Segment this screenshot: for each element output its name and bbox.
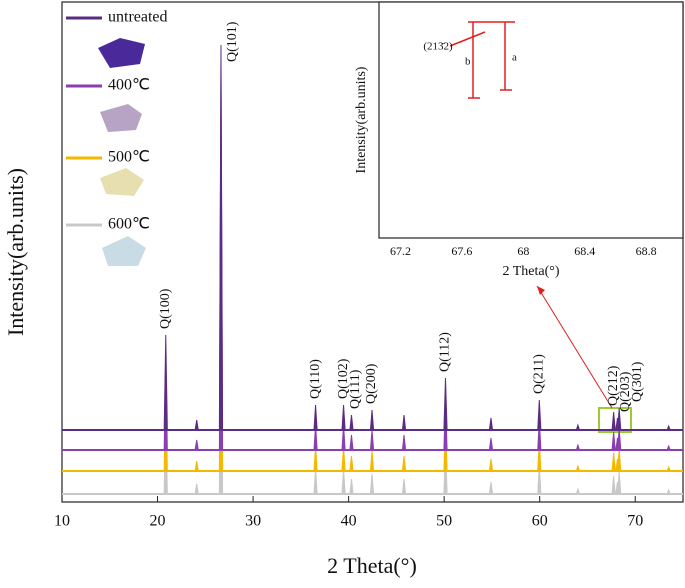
inset-x-title: 2 Theta(°) <box>502 264 559 279</box>
legend-label: 400℃ <box>108 77 150 94</box>
peak <box>537 440 542 472</box>
peak <box>313 445 318 472</box>
peak <box>611 431 616 451</box>
peak <box>369 429 375 451</box>
peak <box>575 487 581 495</box>
peak-label: Q(102) <box>336 358 351 399</box>
arrow-head <box>537 286 545 295</box>
inset-x-tick-label: 67.6 <box>451 244 472 258</box>
peak <box>163 334 168 431</box>
peak <box>194 419 199 431</box>
peak <box>341 445 346 472</box>
inset-x-tick-label: 68.8 <box>636 244 657 258</box>
peak <box>537 419 542 451</box>
sample-image <box>100 168 144 196</box>
peak <box>488 458 494 472</box>
peak <box>666 444 672 451</box>
peak <box>575 423 581 431</box>
peak <box>341 424 346 451</box>
peak <box>401 478 407 495</box>
peak <box>611 411 616 431</box>
peak <box>341 468 346 495</box>
legend-images <box>98 38 146 266</box>
peak <box>313 404 318 431</box>
inset-x-tick-label: 68.4 <box>574 244 595 258</box>
peak <box>617 407 622 431</box>
peak <box>611 452 616 472</box>
bracket-line <box>449 31 486 47</box>
peak <box>617 448 622 472</box>
peak <box>369 473 375 495</box>
x-axis-title: 2 Theta(°) <box>327 553 417 578</box>
x-tick-label: 60 <box>532 513 548 530</box>
peak <box>349 478 354 495</box>
peak <box>666 424 672 431</box>
peak <box>369 450 375 472</box>
zoom-arrow <box>536 285 613 409</box>
peak <box>194 460 199 472</box>
plot-frame <box>61 1 684 503</box>
inset-x-tick-label: 67.2 <box>390 244 411 258</box>
peak-label: Q(200) <box>364 363 379 404</box>
peak <box>313 424 318 451</box>
peak <box>349 455 354 472</box>
peak-label: Q(212) <box>606 365 621 406</box>
peak <box>349 434 354 451</box>
peak-label: Q(101) <box>225 21 240 62</box>
x-tick-label: 40 <box>341 513 357 530</box>
peak-label: Q(211) <box>532 354 547 394</box>
peak <box>488 437 494 451</box>
peak <box>443 377 448 431</box>
peak-label: Q(111) <box>348 369 363 409</box>
sample-image <box>102 236 146 266</box>
peak <box>218 44 224 431</box>
peak <box>401 455 407 472</box>
zoom-box <box>598 407 632 433</box>
inset-y-title: Intensity(arb.units) <box>354 66 369 173</box>
peak <box>341 404 346 431</box>
peak <box>617 471 622 495</box>
peak <box>617 427 622 451</box>
inset-annotation: (213̄2) <box>423 41 453 53</box>
peak <box>575 464 581 472</box>
peak <box>537 463 542 495</box>
peak <box>666 465 672 472</box>
legend-label: untreated <box>108 9 168 26</box>
peak <box>401 434 407 451</box>
peak <box>537 399 542 431</box>
sample-image <box>98 38 145 68</box>
peak <box>488 417 494 431</box>
x-tick-label: 50 <box>436 513 452 530</box>
inset-bracket <box>449 21 515 99</box>
peak <box>611 475 616 495</box>
inset-annotation: a <box>512 52 517 64</box>
x-tick-label: 30 <box>245 513 261 530</box>
peak <box>349 414 354 431</box>
peak-label: Q(203) <box>618 371 633 412</box>
sample-image <box>100 104 142 132</box>
x-tick-label: 20 <box>150 513 166 530</box>
legend-label: 500℃ <box>108 149 150 166</box>
x-tick-label: 70 <box>627 513 643 530</box>
peak <box>194 483 199 495</box>
peak <box>369 409 375 431</box>
peak <box>401 414 407 431</box>
inset-frame <box>378 1 684 239</box>
peak <box>666 488 672 495</box>
inset-x-tick-label: 68 <box>517 244 529 258</box>
peak-label: Q(301) <box>630 361 645 402</box>
peak <box>488 481 494 495</box>
peak-label: Q(110) <box>308 359 323 399</box>
y-axis-title: Intensity(arb.units) <box>3 168 28 336</box>
x-tick-label: 10 <box>54 513 70 530</box>
peak-label: Q(100) <box>158 288 173 329</box>
legend-label: 600℃ <box>108 216 150 233</box>
peak <box>194 439 199 451</box>
peak <box>313 468 318 495</box>
peak-label: Q(112) <box>438 332 453 372</box>
peak <box>575 443 581 451</box>
inset-annotation: b <box>465 56 471 68</box>
